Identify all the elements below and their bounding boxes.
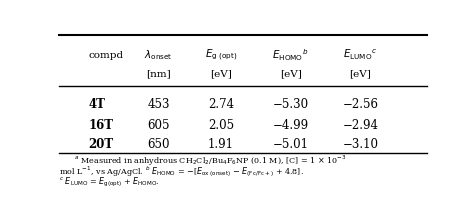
Text: $^{c}$ $E_{\mathrm{LUMO}}$ = $E_{\mathrm{g(opt)}}$ + $E_{\mathrm{HOMO}}$.: $^{c}$ $E_{\mathrm{LUMO}}$ = $E_{\mathrm… xyxy=(59,175,160,188)
Text: compd: compd xyxy=(89,50,124,59)
Text: 650: 650 xyxy=(147,137,170,150)
Text: −2.56: −2.56 xyxy=(343,98,378,110)
Text: 16T: 16T xyxy=(89,118,114,131)
Text: 4T: 4T xyxy=(89,98,106,110)
Text: [eV]: [eV] xyxy=(280,69,301,78)
Text: 20T: 20T xyxy=(89,137,114,150)
Text: −3.10: −3.10 xyxy=(343,137,378,150)
Text: 605: 605 xyxy=(147,118,170,131)
Text: [nm]: [nm] xyxy=(146,69,171,78)
Text: $E_{\mathrm{g\ (opt)}}$: $E_{\mathrm{g\ (opt)}}$ xyxy=(205,47,237,62)
Text: $\lambda_{\mathrm{onset}}$: $\lambda_{\mathrm{onset}}$ xyxy=(144,48,173,62)
Text: $E_{\mathrm{LUMO}}$$^{c}$: $E_{\mathrm{LUMO}}$$^{c}$ xyxy=(343,48,378,62)
Text: −5.30: −5.30 xyxy=(273,98,309,110)
Text: −2.94: −2.94 xyxy=(343,118,378,131)
Text: $^{a}$ Measured in anhydrous CH$_{2}$Cl$_{2}$/Bu$_{4}$F$_{6}$NP (0.1 M), [C] = 1: $^{a}$ Measured in anhydrous CH$_{2}$Cl$… xyxy=(74,153,346,167)
Text: [eV]: [eV] xyxy=(210,69,232,78)
Text: 2.74: 2.74 xyxy=(208,98,234,110)
Text: −4.99: −4.99 xyxy=(273,118,309,131)
Text: $E_{\mathrm{HOMO}}$$^{b}$: $E_{\mathrm{HOMO}}$$^{b}$ xyxy=(273,47,309,63)
Text: [eV]: [eV] xyxy=(349,69,372,78)
Text: 1.91: 1.91 xyxy=(208,137,234,150)
Text: mol L$^{-1}$, vs Ag/AgCl. $^{b}$ $E_{\mathrm{HOMO}}$ = $-$[$E_{\mathrm{ox\ (onse: mol L$^{-1}$, vs Ag/AgCl. $^{b}$ $E_{\ma… xyxy=(59,164,304,179)
Text: 2.05: 2.05 xyxy=(208,118,234,131)
Text: 453: 453 xyxy=(147,98,170,110)
Text: −5.01: −5.01 xyxy=(273,137,309,150)
